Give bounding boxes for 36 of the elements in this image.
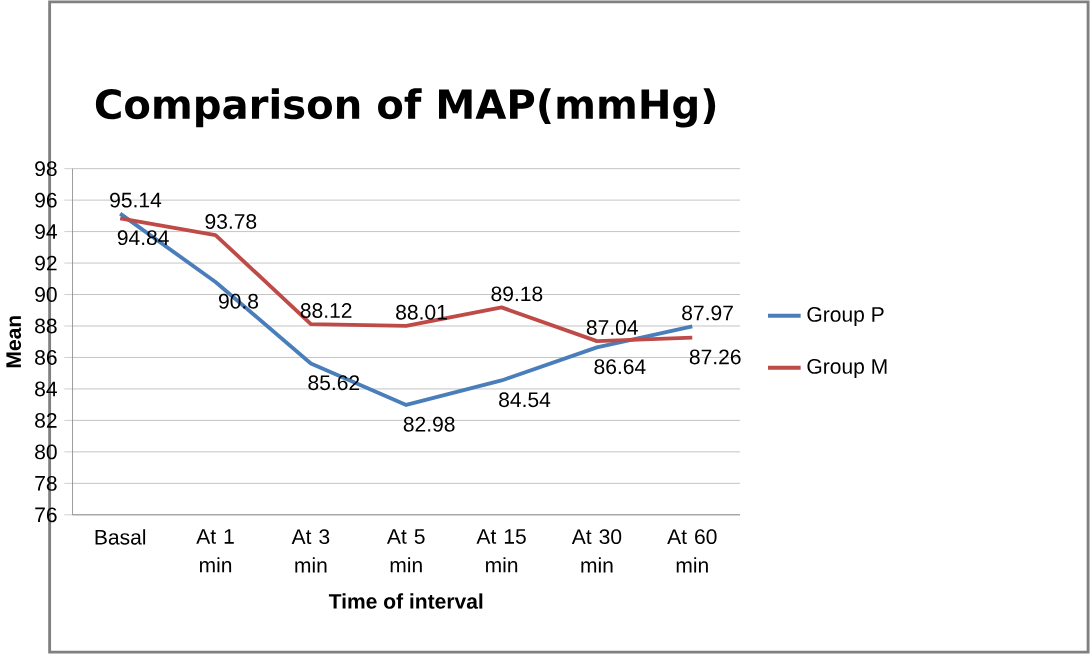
y-tick-label: 84 bbox=[35, 381, 57, 397]
data-label: 87.04 bbox=[586, 320, 638, 335]
legend-label: Group P bbox=[807, 306, 884, 326]
y-tick-label: 96 bbox=[35, 192, 57, 208]
x-tick-label: At 15 min bbox=[476, 529, 526, 573]
x-tick-label: Basal bbox=[95, 529, 146, 545]
y-tick-label: 98 bbox=[35, 161, 57, 177]
x-tick-label: At 60 min bbox=[667, 529, 717, 573]
x-tick-label: At 30 min bbox=[571, 529, 622, 573]
data-label: 84.54 bbox=[499, 392, 551, 408]
y-tick-label: 78 bbox=[35, 475, 57, 491]
y-tick-label: 90 bbox=[35, 287, 57, 302]
x-axis-title: Time of interval bbox=[328, 593, 483, 609]
data-label: 89.18 bbox=[491, 286, 543, 302]
data-label: 82.98 bbox=[403, 416, 455, 432]
y-tick-label: 92 bbox=[35, 255, 57, 271]
legend-label: Group M bbox=[807, 358, 887, 378]
y-tick-label: 86 bbox=[35, 350, 57, 365]
y-axis-title: Mean bbox=[6, 316, 22, 368]
data-label: 87.97 bbox=[682, 305, 733, 321]
chart-title: Comparison of MAP(mmHg) bbox=[95, 88, 716, 128]
x-tick-label: At 5 min bbox=[386, 529, 425, 573]
x-tick-label: At 1 min bbox=[196, 529, 234, 573]
data-label: 95.14 bbox=[110, 192, 162, 208]
y-tick-label: 82 bbox=[35, 412, 57, 428]
y-tick-label: 88 bbox=[35, 318, 57, 334]
x-tick-label: At 3 min bbox=[291, 529, 330, 573]
y-tick-label: 94 bbox=[35, 224, 57, 240]
y-tick-label: 76 bbox=[35, 507, 57, 523]
y-tick-label: 80 bbox=[35, 444, 57, 460]
data-label: 88.12 bbox=[300, 303, 352, 318]
data-label: 88.01 bbox=[396, 304, 447, 320]
data-label: 87.26 bbox=[689, 349, 741, 365]
data-label: 93.78 bbox=[205, 214, 257, 229]
data-label: 85.62 bbox=[308, 375, 360, 391]
data-label: 86.64 bbox=[594, 359, 646, 375]
